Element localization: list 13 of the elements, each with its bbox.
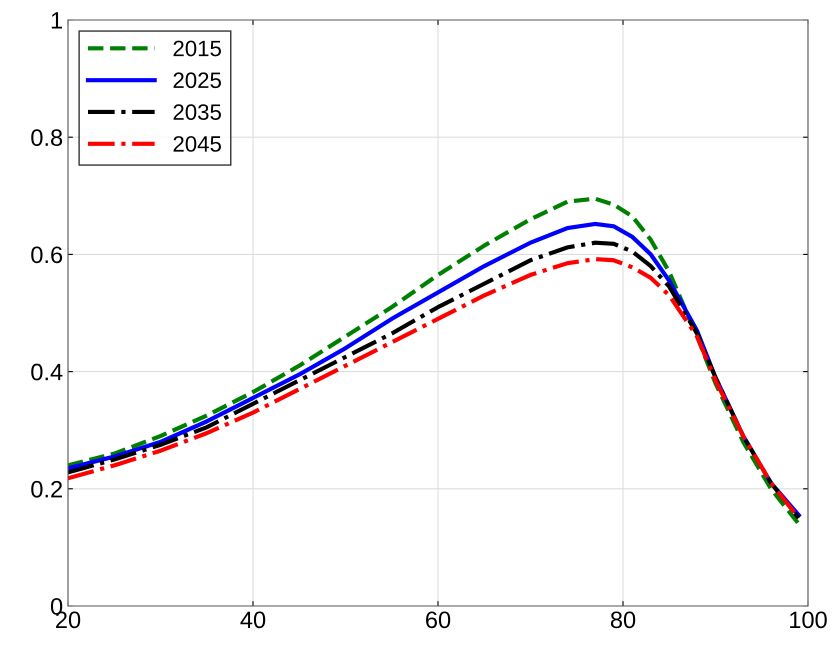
legend-label: 2035 — [174, 104, 221, 120]
x-tick-label: 100 — [790, 611, 827, 628]
legend-label: 2025 — [174, 72, 221, 88]
y-tick-label: 1 — [52, 12, 62, 29]
legend-label: 2045 — [174, 136, 221, 152]
x-tick-label: 60 — [426, 611, 450, 628]
y-tick-label: 0.8 — [31, 129, 62, 146]
y-tick-label: 0.4 — [31, 364, 62, 380]
x-tick-label: 80 — [610, 611, 636, 628]
x-tick-label: 40 — [240, 611, 266, 628]
legend-label: 2015 — [174, 40, 221, 56]
y-tick-label: 0.2 — [31, 480, 62, 498]
y-tick-label: 0.6 — [31, 246, 62, 264]
